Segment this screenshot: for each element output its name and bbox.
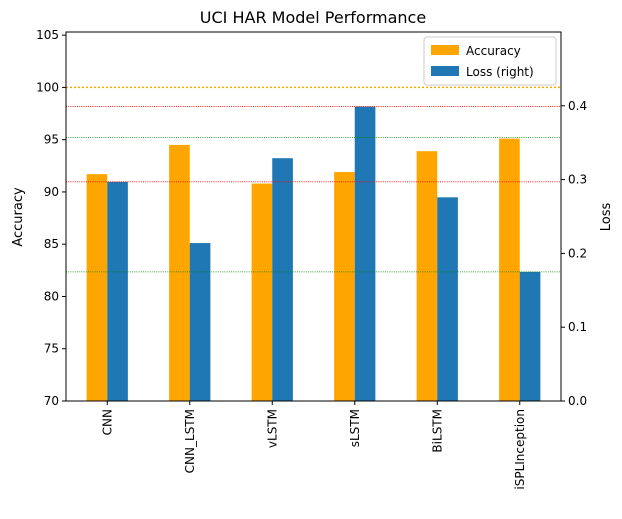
y-tick-label: 85: [44, 237, 59, 251]
y-tick-label: 105: [36, 28, 59, 42]
y2-tick-label: 0.1: [568, 320, 587, 334]
legend-swatch: [431, 66, 459, 76]
y2-tick-label: 0.2: [568, 246, 587, 260]
bar-loss: [189, 243, 211, 401]
y2-tick-label: 0.3: [568, 173, 587, 187]
legend-label: Accuracy: [466, 44, 521, 58]
legend-label: Loss (right): [466, 65, 534, 79]
bar-accuracy: [334, 172, 355, 401]
y-tick-label: 100: [36, 80, 59, 94]
bar-loss: [107, 181, 128, 401]
y2-tick-label: 0.0: [568, 394, 587, 408]
x-tick-label: iSPLInception: [513, 409, 527, 490]
bar-accuracy: [251, 183, 273, 401]
bar-accuracy: [169, 144, 190, 401]
plot-frame: [65, 31, 562, 402]
y2-axis-label: Loss: [599, 203, 614, 232]
legend-swatch: [431, 45, 459, 55]
chart-title: UCI HAR Model Performance: [200, 8, 426, 27]
y-tick-label: 90: [44, 185, 59, 199]
bar-accuracy: [416, 151, 438, 401]
x-tick-label: CNN: [100, 409, 114, 435]
y-tick-label: 80: [44, 289, 59, 303]
x-tick-label: sLSTM: [348, 409, 362, 447]
bar-accuracy: [86, 174, 108, 401]
y2-tick-label: 0.4: [568, 99, 587, 113]
y-tick-label: 70: [44, 394, 59, 408]
x-tick-label: CNN_LSTM: [183, 409, 197, 473]
bar-loss: [354, 106, 376, 402]
bar-loss: [437, 197, 458, 401]
x-tick-label: vLSTM: [265, 409, 279, 448]
y-axis-label: Accuracy: [11, 187, 26, 247]
y-tick-label: 95: [44, 133, 59, 147]
bar-loss: [272, 158, 293, 401]
bar-loss: [519, 271, 541, 401]
bar-accuracy: [499, 138, 520, 401]
y-tick-label: 75: [44, 342, 59, 356]
x-tick-label: BiLSTM: [430, 409, 444, 453]
